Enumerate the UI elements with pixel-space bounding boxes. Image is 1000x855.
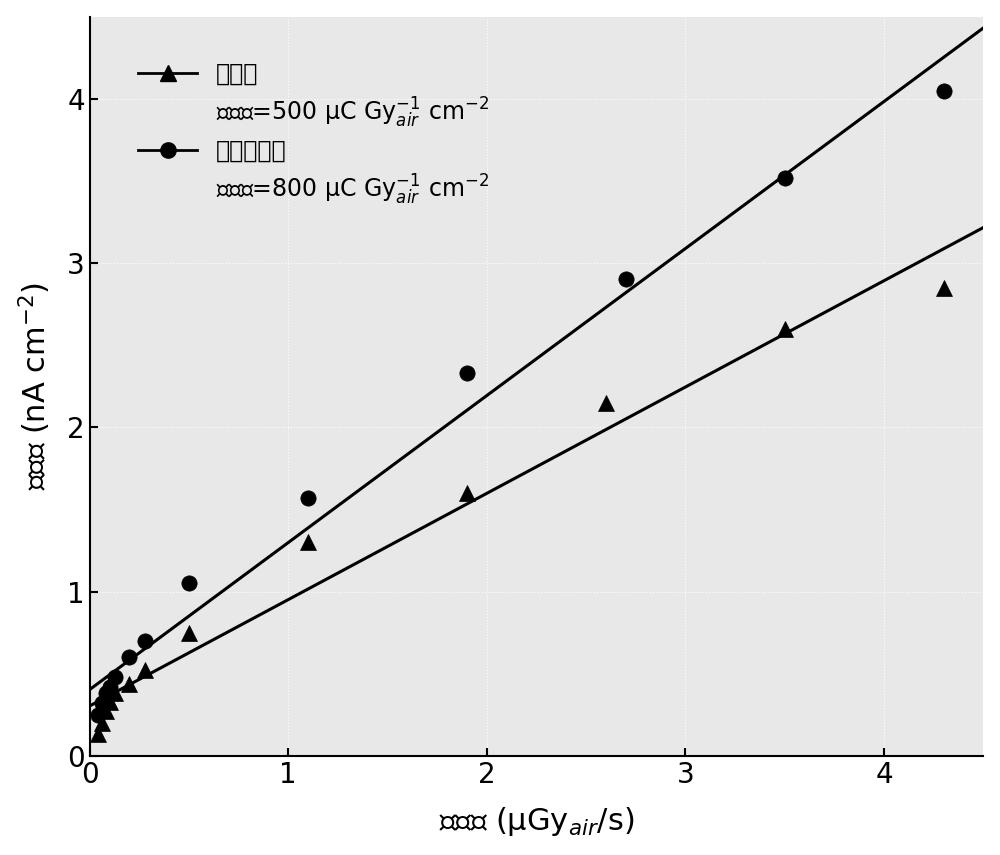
X-axis label: 剂量率 (μGy$_{air}$/s): 剂量率 (μGy$_{air}$/s) bbox=[439, 805, 634, 839]
Legend: 对照样, 灵敏度=500 μC Gy$_{air}^{-1}$ cm$^{-2}$, 后处理晶体, 灵敏度=800 μC Gy$_{air}^{-1}$ cm$: 对照样, 灵敏度=500 μC Gy$_{air}^{-1}$ cm$^{-2}… bbox=[119, 44, 508, 226]
Y-axis label: 光电流 (nA cm$^{-2}$): 光电流 (nA cm$^{-2}$) bbox=[17, 282, 53, 490]
